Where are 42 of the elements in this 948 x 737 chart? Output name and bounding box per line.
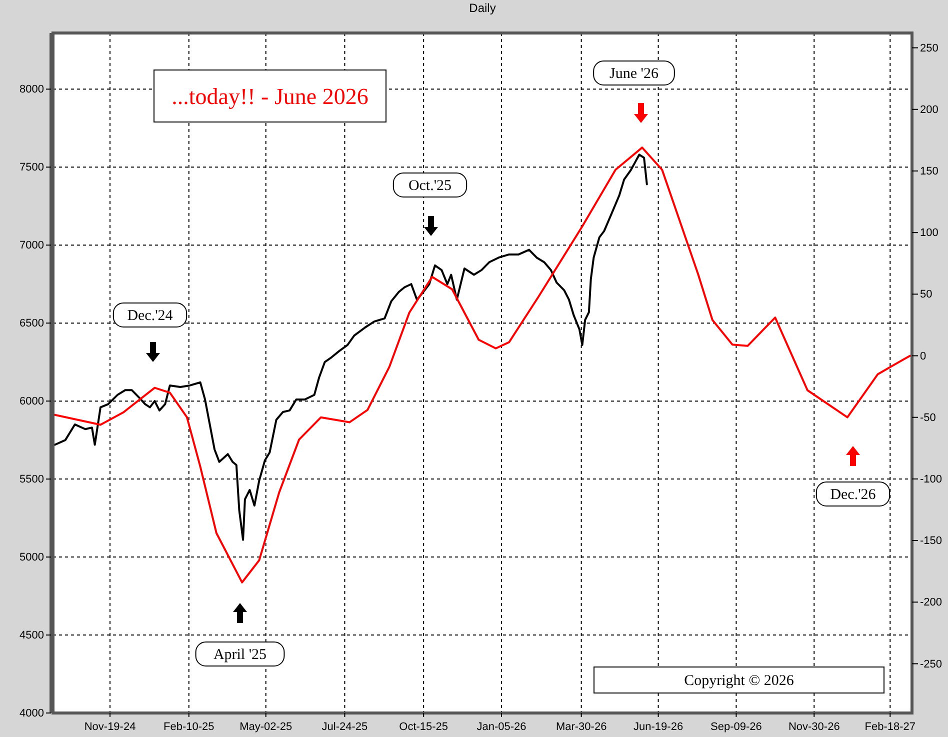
- y-tick-label: 8000: [20, 84, 44, 96]
- annotation: June '26: [610, 66, 659, 82]
- y2-tick-label: 50: [920, 288, 932, 301]
- annotation: Dec.'24: [127, 308, 174, 324]
- text-box: Copyright © 2026: [594, 666, 884, 694]
- y2-tick-label: 200: [920, 104, 938, 116]
- x-tick-label: Jul-24-25: [322, 721, 368, 733]
- annotation: Oct.'25: [408, 178, 452, 194]
- y-tick-label: 6000: [20, 396, 44, 408]
- y2-tick-label: 100: [920, 227, 938, 240]
- x-tick-label: May-02-25: [240, 721, 292, 733]
- x-tick-label: Nov-19-24: [84, 721, 136, 733]
- y2-tick-label: -50: [920, 412, 936, 424]
- chart-title: Daily: [469, 1, 496, 15]
- y2-tick-label: -100: [920, 473, 942, 486]
- x-tick-label: Jun-19-26: [634, 721, 684, 733]
- y2-tick-label: 250: [920, 42, 938, 54]
- y2-tick-label: 150: [920, 165, 938, 178]
- x-tick-label: Jan-05-26: [476, 721, 526, 733]
- x-tick-label: Feb-18-27: [864, 721, 916, 733]
- annotation: Copyright © 2026: [684, 673, 794, 689]
- x-tick-label: Sep-09-26: [710, 721, 762, 733]
- y2-tick-label: -150: [920, 535, 942, 548]
- y-tick-label: 5500: [20, 474, 44, 486]
- x-tick-label: Nov-30-26: [788, 721, 840, 733]
- x-tick-label: Mar-30-26: [556, 721, 607, 733]
- y-tick-label: 7000: [20, 240, 44, 252]
- annotation: ...today!! - June 2026: [172, 84, 368, 109]
- annotation: April '25: [213, 647, 267, 663]
- x-tick-label: Oct-15-25: [399, 721, 448, 733]
- y-tick-label: 7500: [20, 162, 44, 174]
- y2-tick-label: 0: [920, 350, 926, 362]
- y-tick-label: 4500: [20, 630, 44, 642]
- line-series: [54, 146, 912, 584]
- annotation: Dec.'26: [830, 487, 876, 503]
- y-tick-label: 5000: [20, 552, 44, 564]
- y2-tick-label: -250: [920, 658, 942, 670]
- x-tick-label: Feb-10-25: [164, 721, 214, 733]
- y-tick-label: 6500: [20, 318, 44, 330]
- text-box: ...today!! - June 2026: [154, 70, 386, 122]
- y-tick-label: 4000: [20, 708, 44, 720]
- y2-tick-label: -200: [920, 596, 942, 609]
